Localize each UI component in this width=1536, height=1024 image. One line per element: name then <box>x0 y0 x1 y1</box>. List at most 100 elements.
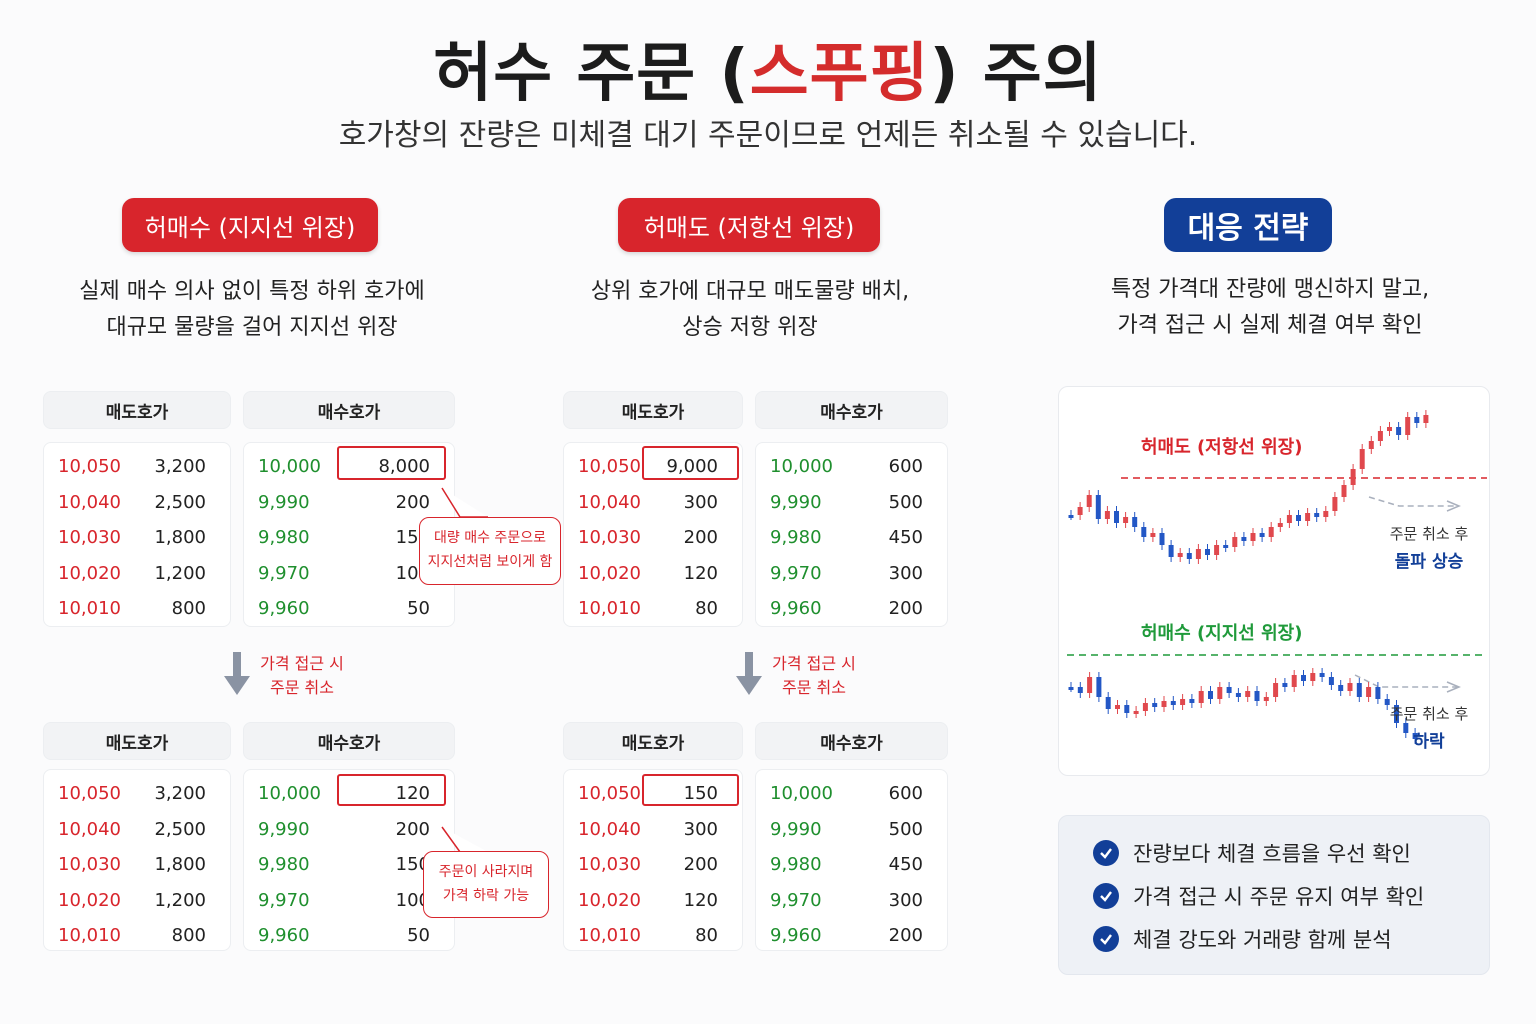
order-row: 10,030 200 <box>564 846 742 881</box>
candle-body <box>1170 701 1176 705</box>
checklist-text: 체결 강도와 거래량 함께 분석 <box>1133 928 1392 952</box>
candle-body <box>1095 495 1101 519</box>
candle-body <box>1338 685 1344 691</box>
order-row: 10,020 120 <box>564 555 742 590</box>
callout-large-bid: 대량 매수 주문으로 지지선처럼 보이게 함 <box>419 517 561 585</box>
candle-body <box>1077 687 1083 693</box>
candle-body <box>1286 515 1292 523</box>
price-cell: 9,960 <box>258 598 310 619</box>
candle-body <box>1245 691 1251 697</box>
candle-body <box>1328 677 1334 685</box>
order-row: 9,990 200 <box>244 811 454 846</box>
order-row: 10,040 300 <box>564 484 742 519</box>
strategy-pill: 대응 전략 <box>1164 198 1332 252</box>
breakdown-arrow <box>1354 674 1457 688</box>
candle-body <box>1177 553 1183 557</box>
breakout-arrow <box>1368 496 1457 507</box>
desc-line: 가격 접근 시 실제 체결 여부 확인 <box>1117 313 1423 338</box>
support-label: 허매수 (지지선 위장) <box>1141 623 1303 644</box>
order-row: 10,040 2,500 <box>44 811 230 846</box>
candle-body <box>1180 699 1186 705</box>
sell-header: 매도호가 <box>563 391 743 429</box>
price-cell: 10,050 <box>578 456 641 477</box>
order-row: 10,010 800 <box>44 917 230 952</box>
candle-body <box>1226 687 1232 693</box>
callout-line: 주문이 사라지며 <box>438 864 534 880</box>
price-cell: 10,040 <box>578 818 641 840</box>
candle-body <box>1235 693 1241 697</box>
price-cell: 9,970 <box>258 562 310 584</box>
order-row: 10,040 2,500 <box>44 484 230 519</box>
candle-body <box>1350 469 1356 485</box>
candle-body <box>1142 703 1148 711</box>
price-cell: 10,030 <box>58 854 121 875</box>
candle-body <box>1273 683 1279 697</box>
spoof-bid-description: 실제 매수 의사 없이 특정 하위 호가에 대규모 물량을 걸어 지지선 위장 <box>40 274 464 346</box>
note-line: 가격 접근 시 <box>260 654 344 673</box>
order-row: 10,010 80 <box>564 590 742 625</box>
price-cell: 9,970 <box>258 889 310 911</box>
candle-body <box>1250 533 1256 541</box>
order-row: 10,050 150 <box>564 775 742 810</box>
order-row: 10,000 120 <box>244 775 454 810</box>
quantity-cell: 100 <box>395 889 430 911</box>
order-row: 10,030 1,800 <box>44 519 230 554</box>
highlight-box <box>642 774 739 806</box>
candle-body <box>1332 497 1338 511</box>
order-row: 10,050 9,000 <box>564 448 742 483</box>
sell-header: 매도호가 <box>563 722 743 760</box>
arrow-down-icon <box>736 652 762 695</box>
quantity-cell: 200 <box>888 598 923 619</box>
quantity-cell: 200 <box>683 527 718 548</box>
price-cell: 10,030 <box>58 527 121 548</box>
candle-body <box>1259 533 1265 537</box>
checklist-text: 잔량보다 체결 흐름을 우선 확인 <box>1133 842 1411 866</box>
desc-line: 대규모 물량을 걸어 지지선 위장 <box>106 315 398 340</box>
order-row: 9,980 450 <box>756 846 947 881</box>
title-highlight: 스푸핑 <box>749 37 930 111</box>
candle-body <box>1414 417 1420 423</box>
candle-body <box>1405 417 1411 435</box>
candle-body <box>1394 705 1399 723</box>
candle-body <box>1263 697 1269 701</box>
breakdown-arrow-head <box>1446 681 1461 693</box>
candle-body <box>1205 549 1210 555</box>
quantity-cell: 2,500 <box>154 491 206 513</box>
title-post: ) 주의 <box>929 37 1103 111</box>
desc-line: 특정 가격대 잔량에 맹신하지 말고, <box>1110 277 1430 302</box>
order-row: 10,040 300 <box>564 811 742 846</box>
sell-header: 매도호가 <box>43 391 231 429</box>
checklist-text: 가격 접근 시 주문 유지 여부 확인 <box>1133 885 1425 909</box>
price-cell: 10,010 <box>58 925 121 946</box>
quantity-cell: 1,200 <box>154 889 206 911</box>
order-row: 9,960 50 <box>244 590 454 625</box>
candle-body <box>1217 687 1223 699</box>
price-cell: 10,040 <box>578 491 641 513</box>
price-cell: 10,020 <box>58 562 121 584</box>
quantity-cell: 120 <box>683 889 718 911</box>
candle-body <box>1141 527 1147 537</box>
order-row: 10,000 600 <box>756 448 947 483</box>
price-cell: 10,030 <box>578 527 641 548</box>
quantity-cell: 3,200 <box>154 456 206 477</box>
quantity-cell: 450 <box>888 854 923 875</box>
order-row: 9,990 500 <box>756 484 947 519</box>
order-row: 9,960 200 <box>756 590 947 625</box>
order-row: 9,970 300 <box>756 882 947 917</box>
quantity-cell: 300 <box>683 491 718 513</box>
candle-body <box>1384 699 1390 705</box>
candle-body <box>1115 705 1120 709</box>
quantity-cell: 200 <box>888 925 923 946</box>
desc-line: 실제 매수 의사 없이 특정 하위 호가에 <box>79 279 425 304</box>
note-line: 주문 취소 <box>782 678 846 697</box>
buy-header: 매수호가 <box>755 722 948 760</box>
check-icon <box>1093 840 1119 866</box>
order-row: 10,000 8,000 <box>244 448 454 483</box>
candle-body <box>1223 545 1229 548</box>
quantity-cell: 3,200 <box>154 783 206 804</box>
price-cell: 9,980 <box>770 527 822 548</box>
quantity-cell: 500 <box>888 818 923 840</box>
candlestick-panel: 허매도 (저항선 위장) 허매수 (지지선 위장) 주문 취소 후 돌파 상승 … <box>1058 386 1490 776</box>
candle-body <box>1377 431 1383 441</box>
candle-body <box>1375 687 1381 699</box>
